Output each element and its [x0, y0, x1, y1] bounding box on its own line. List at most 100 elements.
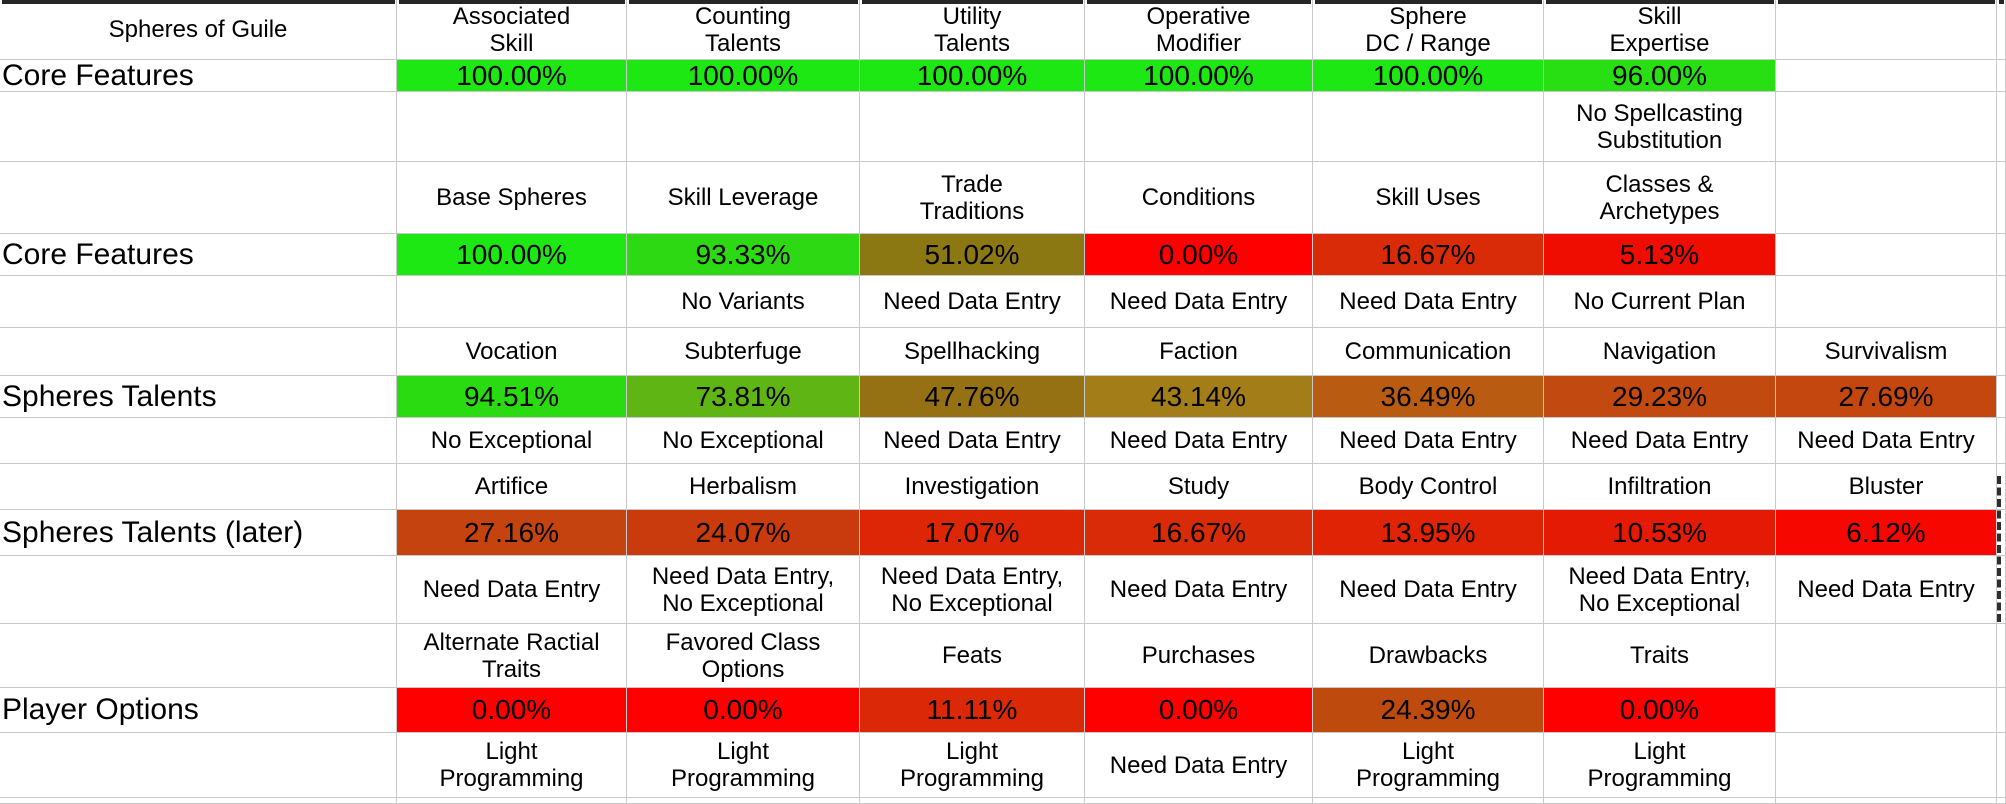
- status-note-cell[interactable]: Need Data Entry: [1776, 556, 1997, 624]
- column-header-cell[interactable]: Study: [1085, 464, 1313, 510]
- column-header-cell[interactable]: Subterfuge: [627, 328, 860, 376]
- column-header-cell[interactable]: Skill Expertise: [1544, 0, 1776, 60]
- status-note-cell[interactable]: Light Programming: [860, 733, 1085, 798]
- empty-cell[interactable]: [0, 418, 397, 464]
- percent-value-cell[interactable]: 100.00%: [860, 60, 1085, 92]
- percent-value-cell[interactable]: 100.00%: [397, 234, 627, 276]
- column-header-cell[interactable]: Conditions: [1085, 162, 1313, 234]
- percent-value-cell[interactable]: 0.00%: [1085, 688, 1313, 733]
- column-header-cell[interactable]: Counting Talents: [627, 0, 860, 60]
- status-note-cell[interactable]: Need Data Entry: [860, 418, 1085, 464]
- column-header-cell[interactable]: Skill Leverage: [627, 162, 860, 234]
- status-note-cell[interactable]: Need Data Entry, No Exceptional: [627, 556, 860, 624]
- empty-cell[interactable]: [1997, 60, 2006, 92]
- column-header-cell[interactable]: Vocation: [397, 328, 627, 376]
- column-header-cell[interactable]: Investigation: [860, 464, 1085, 510]
- status-note-cell[interactable]: No Exceptional: [397, 418, 627, 464]
- column-header-cell[interactable]: Operative Modifier: [1085, 0, 1313, 60]
- empty-cell[interactable]: [0, 92, 397, 162]
- percent-value-cell[interactable]: 43.14%: [1085, 376, 1313, 418]
- percent-value-cell[interactable]: 100.00%: [627, 60, 860, 92]
- empty-cell[interactable]: [1776, 92, 1997, 162]
- empty-cell[interactable]: [1776, 0, 1997, 60]
- percent-value-cell[interactable]: 47.76%: [860, 376, 1085, 418]
- empty-cell[interactable]: [397, 276, 627, 328]
- percent-value-cell[interactable]: 17.07%: [860, 510, 1085, 556]
- status-note-cell[interactable]: Need Data Entry: [397, 556, 627, 624]
- empty-cell[interactable]: [1776, 733, 1997, 798]
- empty-cell[interactable]: [1997, 276, 2006, 328]
- percent-value-cell[interactable]: 0.00%: [397, 688, 627, 733]
- percent-value-cell[interactable]: 6.12%: [1776, 510, 1997, 556]
- column-header-cell[interactable]: Traits: [1544, 624, 1776, 688]
- status-note-cell[interactable]: Light Programming: [627, 733, 860, 798]
- status-note-cell[interactable]: No Current Plan: [1544, 276, 1776, 328]
- percent-value-cell[interactable]: 13.95%: [1313, 510, 1544, 556]
- status-note-cell[interactable]: Need Data Entry: [1085, 276, 1313, 328]
- column-header-cell[interactable]: Spellhacking: [860, 328, 1085, 376]
- empty-cell[interactable]: [860, 798, 1085, 804]
- empty-cell[interactable]: [0, 162, 397, 234]
- empty-cell[interactable]: [1313, 92, 1544, 162]
- empty-cell[interactable]: [1997, 234, 2006, 276]
- empty-cell[interactable]: [1776, 688, 1997, 733]
- status-note-cell[interactable]: No Variants: [627, 276, 860, 328]
- empty-cell[interactable]: [1997, 798, 2006, 804]
- empty-cell[interactable]: [0, 733, 397, 798]
- percent-value-cell[interactable]: 100.00%: [1313, 60, 1544, 92]
- status-note-cell[interactable]: No Spellcasting Substitution: [1544, 92, 1776, 162]
- percent-value-cell[interactable]: 27.69%: [1776, 376, 1997, 418]
- empty-cell[interactable]: [397, 798, 627, 804]
- percent-value-cell[interactable]: 36.49%: [1313, 376, 1544, 418]
- column-header-cell[interactable]: Base Spheres: [397, 162, 627, 234]
- percent-value-cell[interactable]: 100.00%: [397, 60, 627, 92]
- percent-value-cell[interactable]: 10.53%: [1544, 510, 1776, 556]
- row-label-cell[interactable]: Core Features: [0, 234, 397, 276]
- column-header-cell[interactable]: Faction: [1085, 328, 1313, 376]
- empty-cell[interactable]: [1776, 624, 1997, 688]
- empty-cell[interactable]: [0, 276, 397, 328]
- status-note-cell[interactable]: Need Data Entry: [1085, 733, 1313, 798]
- empty-cell[interactable]: [627, 798, 860, 804]
- column-header-cell[interactable]: Alternate Ractial Traits: [397, 624, 627, 688]
- percent-value-cell[interactable]: 0.00%: [1085, 234, 1313, 276]
- row-label-cell[interactable]: Player Options: [0, 688, 397, 733]
- status-note-cell[interactable]: Need Data Entry, No Exceptional: [860, 556, 1085, 624]
- percent-value-cell[interactable]: 5.13%: [1544, 234, 1776, 276]
- empty-cell[interactable]: [1997, 418, 2006, 464]
- empty-cell[interactable]: [1544, 798, 1776, 804]
- column-header-cell[interactable]: Classes & Archetypes: [1544, 162, 1776, 234]
- sheet-title-cell[interactable]: Spheres of Guile: [0, 0, 397, 60]
- status-note-cell[interactable]: Need Data Entry: [1085, 418, 1313, 464]
- empty-cell[interactable]: [1776, 234, 1997, 276]
- percent-value-cell[interactable]: 51.02%: [860, 234, 1085, 276]
- percent-value-cell[interactable]: 24.39%: [1313, 688, 1544, 733]
- percent-value-cell[interactable]: 94.51%: [397, 376, 627, 418]
- column-header-cell[interactable]: Navigation: [1544, 328, 1776, 376]
- status-note-cell[interactable]: Light Programming: [1544, 733, 1776, 798]
- column-header-cell[interactable]: Utility Talents: [860, 0, 1085, 60]
- column-header-cell[interactable]: Body Control: [1313, 464, 1544, 510]
- empty-cell[interactable]: [627, 92, 860, 162]
- percent-value-cell[interactable]: 93.33%: [627, 234, 860, 276]
- empty-cell[interactable]: [1997, 92, 2006, 162]
- status-note-cell[interactable]: Light Programming: [397, 733, 627, 798]
- column-header-cell[interactable]: Skill Uses: [1313, 162, 1544, 234]
- empty-cell[interactable]: [1997, 733, 2006, 798]
- empty-cell[interactable]: [1997, 624, 2006, 688]
- status-note-cell[interactable]: Need Data Entry: [1313, 418, 1544, 464]
- empty-cell[interactable]: [1776, 798, 1997, 804]
- status-note-cell[interactable]: Need Data Entry: [1313, 276, 1544, 328]
- empty-cell[interactable]: [0, 556, 397, 624]
- empty-cell[interactable]: [1085, 92, 1313, 162]
- column-header-cell[interactable]: Purchases: [1085, 624, 1313, 688]
- column-header-cell[interactable]: Herbalism: [627, 464, 860, 510]
- empty-cell[interactable]: [1997, 0, 2006, 60]
- empty-cell[interactable]: [1313, 798, 1544, 804]
- empty-cell[interactable]: [1997, 688, 2006, 733]
- percent-value-cell[interactable]: 100.00%: [1085, 60, 1313, 92]
- percent-value-cell[interactable]: 73.81%: [627, 376, 860, 418]
- column-header-cell[interactable]: Survivalism: [1776, 328, 1997, 376]
- column-header-cell[interactable]: Feats: [860, 624, 1085, 688]
- empty-cell[interactable]: [1776, 60, 1997, 92]
